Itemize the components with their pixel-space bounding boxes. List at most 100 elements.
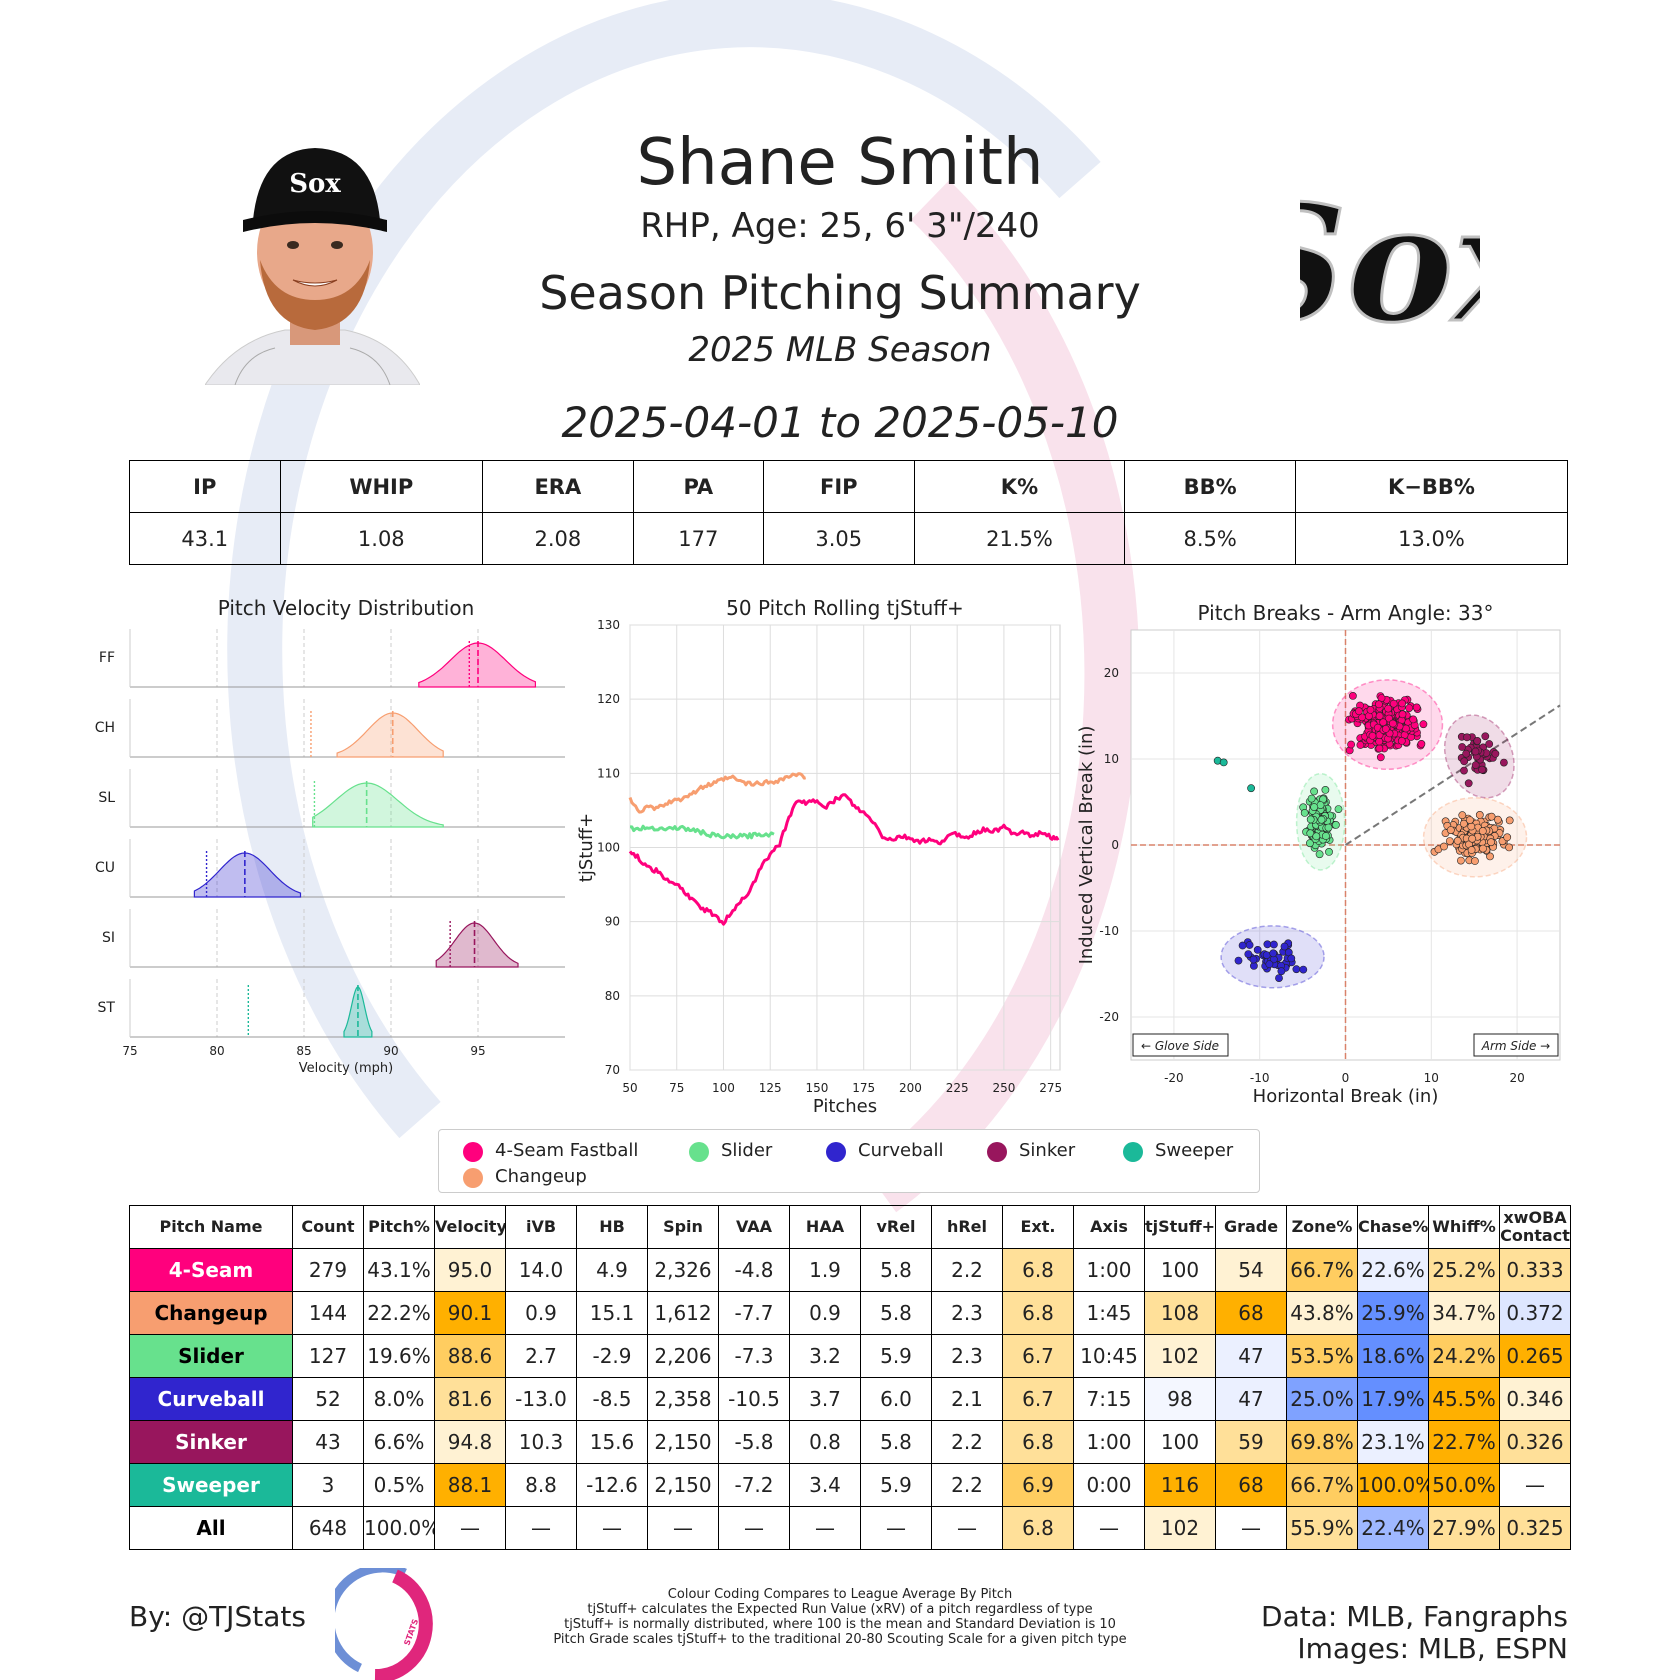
breaks-point-CH xyxy=(1486,852,1494,861)
breaks-point-FF xyxy=(1384,704,1393,713)
breaks-point-SI xyxy=(1478,765,1486,774)
stat-header-4: FIP xyxy=(762,460,915,513)
rolling-x-tick: 100 xyxy=(712,1081,735,1095)
breaks-point-CH xyxy=(1470,857,1479,865)
pitch-table-cell: 25.9% xyxy=(1357,1291,1429,1335)
breaks-point-FF xyxy=(1374,700,1383,709)
rolling-y-tick: 70 xyxy=(605,1063,620,1077)
stat-value-7: 13.0% xyxy=(1294,512,1569,565)
pitch-table-cell: 3.2 xyxy=(789,1334,861,1378)
pitch-name-cell: Sweeper xyxy=(129,1463,293,1507)
pitch-table-cell: 100.0% xyxy=(1357,1463,1429,1507)
pitch-table-cell: 6.8 xyxy=(1002,1248,1074,1292)
breaks-point-SL xyxy=(1300,808,1309,817)
breaks-point-CH xyxy=(1479,844,1487,853)
breaks-point-FF xyxy=(1388,719,1397,728)
pitch-table-cell: -2.9 xyxy=(576,1334,648,1378)
pitch-table-cell: 25.0% xyxy=(1286,1377,1358,1421)
pitch-table-cell: 10.3 xyxy=(505,1420,577,1464)
stat-header-3: PA xyxy=(632,460,764,513)
pitch-table-header-7: VAA xyxy=(718,1205,790,1249)
breaks-point-SI xyxy=(1460,757,1469,766)
pitch-table-cell: 5.8 xyxy=(860,1420,932,1464)
breaks-point-CH xyxy=(1468,834,1477,843)
pitch-table-header-8: HAA xyxy=(789,1205,861,1249)
rolling-x-tick: 75 xyxy=(669,1081,684,1095)
pitch-table-cell: 47 xyxy=(1215,1377,1287,1421)
images-credit: Images: MLB, ESPN xyxy=(1297,1632,1568,1665)
breaks-point-CH xyxy=(1487,838,1495,847)
breaks-point-CH xyxy=(1465,816,1474,824)
breaks-point-CU xyxy=(1234,956,1243,965)
pitch-table-cell: 116 xyxy=(1144,1463,1216,1507)
breaks-point-FF xyxy=(1409,715,1418,724)
pitch-table-cell: -12.6 xyxy=(576,1463,648,1507)
pitch-table-header-2: Pitch% xyxy=(363,1205,435,1249)
breaks-point-CU xyxy=(1287,954,1296,963)
breaks-y-tick: 10 xyxy=(1104,752,1119,766)
pitch-table-header-4: iVB xyxy=(505,1205,577,1249)
pitch-table-cell: 0.325 xyxy=(1499,1506,1571,1550)
cap-logo-text: Sox xyxy=(289,169,341,199)
stat-value-5: 21.5% xyxy=(913,512,1126,565)
season-stats-value-row: 43.1 1.08 2.08 177 3.05 21.5% 8.5% 13.0% xyxy=(129,512,1569,565)
breaks-point-SL xyxy=(1310,787,1318,796)
pitch-table-cell: 2.3 xyxy=(931,1291,1003,1335)
breaks-x-label: Horizontal Break (in) xyxy=(1253,1086,1439,1107)
breaks-point-SL xyxy=(1324,823,1333,832)
pitch-table-cell: 6.0 xyxy=(860,1377,932,1421)
breaks-point-CH xyxy=(1503,833,1512,842)
pitch-table-cell: 0.5% xyxy=(363,1463,435,1507)
breaks-point-SI xyxy=(1460,766,1468,775)
rolling-y-tick: 90 xyxy=(605,915,620,929)
data-credit: Data: MLB, Fangraphs xyxy=(1261,1600,1568,1633)
rolling-x-tick: 125 xyxy=(759,1081,782,1095)
breaks-cluster-FF xyxy=(1331,679,1444,771)
legend-label-FF: 4-Seam Fastball xyxy=(495,1140,639,1161)
pitch-table-row: Slider 127 19.6% 88.6 2.7 -2.9 2,206 -7.3 3.2 5.9… xyxy=(129,1334,1571,1378)
pitch-table-cell: 100 xyxy=(1144,1420,1216,1464)
pitch-table-row: Sweeper 3 0.5% 88.1 8.8 -12.6 2,150 -7.2 3.4 5.9 2… xyxy=(129,1463,1571,1507)
pitch-table-cell: 2.2 xyxy=(931,1420,1003,1464)
pitch-table-cell: 127 xyxy=(292,1334,364,1378)
arm-angle-line xyxy=(1344,704,1561,846)
breaks-point-CU xyxy=(1249,955,1258,964)
pitch-breaks-chart: Pitch Breaks - Arm Angle: 33° -20 -10 0 10 20… xyxy=(1076,601,1561,1107)
watermark-arc-pink xyxy=(863,180,1140,1213)
pitch-table-cell: 144 xyxy=(292,1291,364,1335)
breaks-point-SL xyxy=(1331,820,1340,829)
breaks-point-CU xyxy=(1277,967,1286,976)
breaks-y-tick: -10 xyxy=(1099,924,1119,938)
stat-value-6: 8.5% xyxy=(1124,512,1296,565)
breaks-point-CH xyxy=(1459,819,1468,828)
stat-header-0: IP xyxy=(129,460,281,513)
pitch-table-cell: 2,206 xyxy=(647,1334,719,1378)
pitch-table-row: Sinker 43 6.6% 94.8 10.3 15.6 2,150 -5.8 0.8 5.8 2… xyxy=(129,1420,1571,1464)
breaks-point-FF xyxy=(1398,699,1406,708)
pitch-table-cell: 648 xyxy=(292,1506,364,1550)
rolling-line-CH xyxy=(628,772,806,814)
rolling-chart-title: 50 Pitch Rolling tjStuff+ xyxy=(726,596,964,620)
rolling-x-tick: 225 xyxy=(946,1081,969,1095)
velocity-density-CH xyxy=(336,712,444,758)
player-name: Shane Smith xyxy=(636,126,1044,200)
breaks-point-SL xyxy=(1317,815,1326,824)
breaks-point-CH xyxy=(1458,811,1467,820)
breaks-cluster-CH xyxy=(1422,796,1528,878)
legend-label-CU: Curveball xyxy=(858,1140,944,1161)
pitch-table-cell: 100.0% xyxy=(363,1506,435,1550)
pitch-table-header-18: xwOBA Contact xyxy=(1499,1205,1571,1249)
velocity-tick-label: 85 xyxy=(296,1044,311,1058)
velocity-tick-label: 90 xyxy=(383,1044,398,1058)
velocity-row-CU: CU xyxy=(95,839,565,898)
pitch-table-cell: — xyxy=(1499,1463,1571,1507)
breaks-point-FF xyxy=(1376,753,1385,762)
pitch-table-header-9: vRel xyxy=(860,1205,932,1249)
pitch-table-cell: 6.9 xyxy=(1002,1463,1074,1507)
pitch-table-cell: 22.2% xyxy=(363,1291,435,1335)
pitch-table-cell: — xyxy=(505,1506,577,1550)
breaks-point-FF xyxy=(1397,736,1406,745)
stat-header-1: WHIP xyxy=(279,460,484,513)
pitch-table-cell: 6.7 xyxy=(1002,1334,1074,1378)
pitch-table-cell: 0.346 xyxy=(1499,1377,1571,1421)
